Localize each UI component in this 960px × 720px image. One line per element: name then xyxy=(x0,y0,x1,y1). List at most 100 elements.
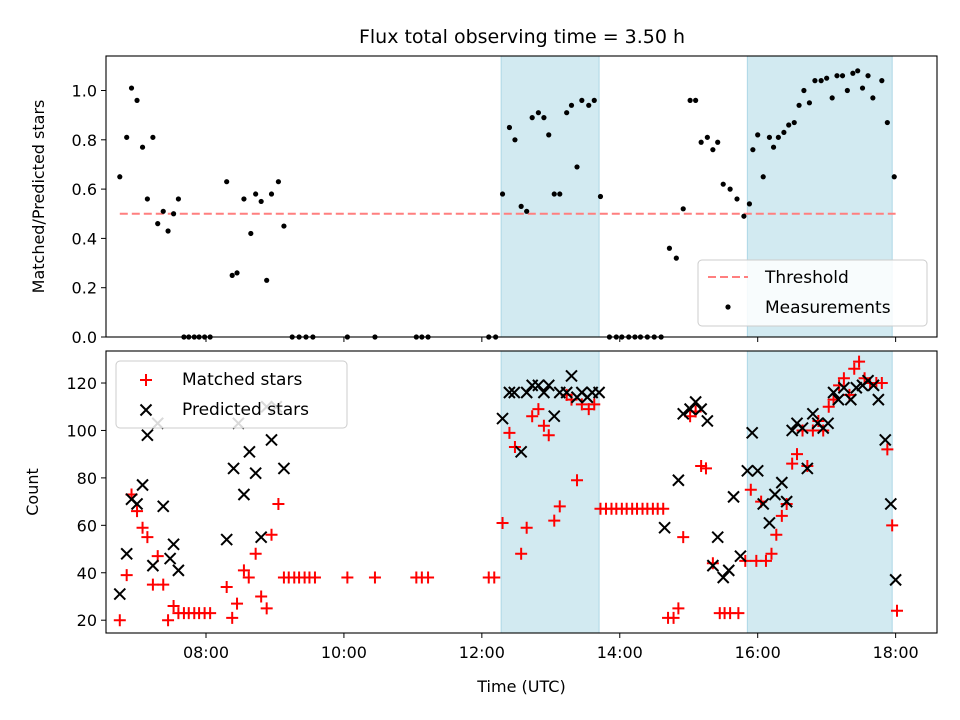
chart-title: Flux total observing time = 3.50 h xyxy=(359,26,685,48)
matched-star-point xyxy=(732,607,745,620)
measurement-point xyxy=(891,174,897,180)
predicted-star-point xyxy=(141,428,154,442)
predicted-star-point xyxy=(832,393,845,406)
measurement-point xyxy=(812,78,818,84)
legend-threshold-label: Threshold xyxy=(764,268,849,288)
measurement-point xyxy=(117,174,123,180)
matched-star-point xyxy=(368,571,381,584)
measurement-point xyxy=(839,73,846,79)
measurement-point xyxy=(704,134,710,140)
x-tick-label: 08:00 xyxy=(183,643,229,662)
measurement-point xyxy=(155,221,161,227)
measurement-point xyxy=(796,102,802,108)
measurement-point xyxy=(791,119,797,126)
matched-star-point xyxy=(136,521,149,534)
predicted-star-point xyxy=(867,379,880,392)
predicted-star-point xyxy=(120,547,133,560)
matched-star-point xyxy=(237,564,250,577)
predicted-star-point xyxy=(537,386,551,399)
measurement-point xyxy=(506,124,513,131)
matched-star-point xyxy=(853,355,866,368)
matched-star-point xyxy=(548,514,561,527)
predicted-star-point xyxy=(542,379,555,392)
matched-star-point xyxy=(341,571,354,584)
y-tick-label: 60 xyxy=(77,516,97,535)
measurement-point xyxy=(770,144,777,150)
measurement-point xyxy=(781,129,787,136)
predicted-star-point xyxy=(172,564,185,577)
measurement-point xyxy=(144,196,150,202)
measurement-point xyxy=(529,115,535,121)
predicted-star-point xyxy=(717,571,730,584)
measurement-point xyxy=(727,186,733,192)
measurement-point xyxy=(128,85,135,91)
top-axes: 0.0 0.2 0.4 0.6 0.8 1.0 Matched/Predicted star… xyxy=(29,55,938,347)
matched-star-point xyxy=(881,443,894,456)
y-tick-label: 120 xyxy=(66,374,97,393)
measurement-point xyxy=(710,147,716,153)
matched-star-point xyxy=(786,457,799,470)
measurement-point xyxy=(720,181,726,187)
predicted-star-point xyxy=(727,490,740,504)
measurement-point xyxy=(834,73,840,79)
measurement-point xyxy=(241,196,247,202)
measurement-point xyxy=(591,97,597,103)
matched-star-point xyxy=(141,531,154,544)
matched-star-point xyxy=(488,571,501,584)
x-tick-label: 16:00 xyxy=(735,643,781,662)
measurement-point xyxy=(170,211,177,217)
predicted-star-point xyxy=(711,530,724,544)
matched-star-point xyxy=(759,554,772,567)
matched-star-point xyxy=(775,509,788,522)
measurement-point xyxy=(535,110,541,116)
predicted-star-point xyxy=(706,559,720,572)
measurement-point xyxy=(546,132,552,138)
predicted-star-point xyxy=(884,497,898,511)
matched-star-point xyxy=(265,528,278,541)
y-tick-label: 20 xyxy=(77,611,97,630)
measurement-point xyxy=(160,208,166,214)
predicted-star-point xyxy=(254,530,268,544)
observing-window-shade xyxy=(500,55,600,338)
matched-star-point xyxy=(765,547,778,560)
measurement-point xyxy=(139,144,146,150)
measurement-point xyxy=(150,134,156,140)
predicted-star-point xyxy=(592,386,606,399)
matched-star-point xyxy=(508,441,521,454)
predicted-star-point xyxy=(827,386,840,399)
measurement-point xyxy=(818,78,824,84)
measurement-point xyxy=(518,203,524,209)
measurement-point xyxy=(557,191,563,197)
measurement-point xyxy=(693,97,699,103)
matched-star-point xyxy=(833,379,846,392)
matched-star-point xyxy=(553,500,566,513)
predicted-star-point xyxy=(508,386,521,399)
matched-star-point xyxy=(657,502,670,515)
matched-star-point xyxy=(770,528,783,541)
matched-star-point xyxy=(891,604,904,617)
matched-star-point xyxy=(422,571,435,584)
measurement-point xyxy=(586,102,592,108)
predicted-star-point xyxy=(701,414,714,428)
predicted-star-point xyxy=(265,433,278,447)
matched-star-point xyxy=(796,424,809,437)
matched-star-point xyxy=(542,429,555,442)
legend-box xyxy=(115,360,348,429)
predicted-star-point xyxy=(785,424,799,437)
matched-star-point xyxy=(249,547,262,560)
y-tick-label: 0.2 xyxy=(72,279,97,298)
legend-matched-label: Matched stars xyxy=(182,370,302,390)
predicted-star-point xyxy=(163,552,177,565)
measurement-point xyxy=(224,179,230,185)
predicted-star-point xyxy=(532,379,545,392)
matched-star-point xyxy=(706,557,719,570)
matched-star-point xyxy=(162,614,175,627)
predicted-star-point xyxy=(658,521,671,534)
predicted-star-point xyxy=(872,393,885,406)
y-tick-label: 100 xyxy=(66,421,97,440)
predicted-star-point xyxy=(801,462,814,475)
measurement-point xyxy=(574,164,580,170)
y-axis-label: Count xyxy=(23,468,42,516)
predicted-star-point xyxy=(503,386,516,399)
matched-star-point xyxy=(131,505,144,518)
